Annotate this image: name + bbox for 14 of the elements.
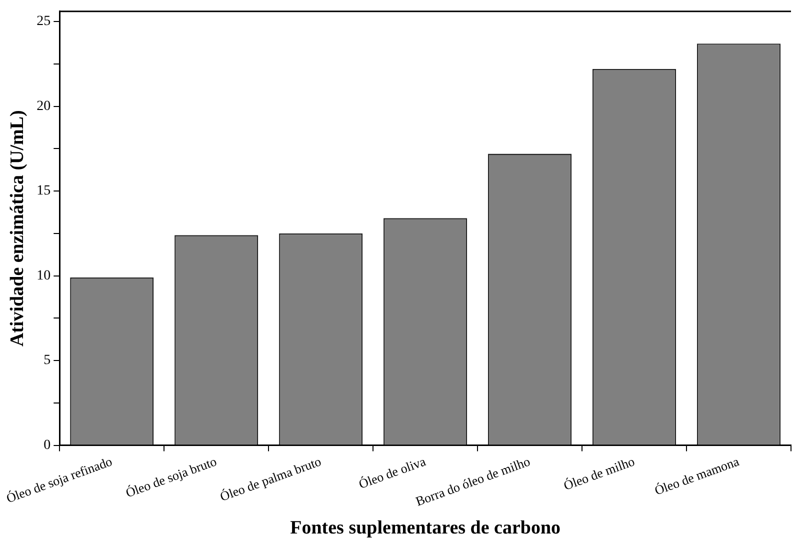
- x-tick-label: Óleo de soja bruto: [124, 454, 219, 500]
- y-tick-label: 0: [44, 438, 51, 453]
- y-tick-label: 10: [36, 268, 51, 284]
- y-tick-label: 15: [36, 184, 51, 199]
- y-tick-label: 5: [44, 353, 51, 368]
- x-axis-title: Fontes suplementares de carbono: [290, 518, 561, 539]
- x-tick-label: Óleo de palma bruto: [218, 454, 324, 504]
- y-axis-title: Atividade enzimática (U/mL): [7, 110, 28, 347]
- x-tick-label: Óleo de milho: [562, 454, 636, 494]
- y-tick-label: 25: [36, 14, 51, 30]
- x-tick-label: Óleo de oliva: [356, 453, 428, 492]
- x-tick-label: Óleo de mamona: [652, 453, 742, 498]
- y-tick-label: 20: [36, 98, 51, 114]
- x-tick-label: Óleo de soja refinado: [4, 454, 114, 506]
